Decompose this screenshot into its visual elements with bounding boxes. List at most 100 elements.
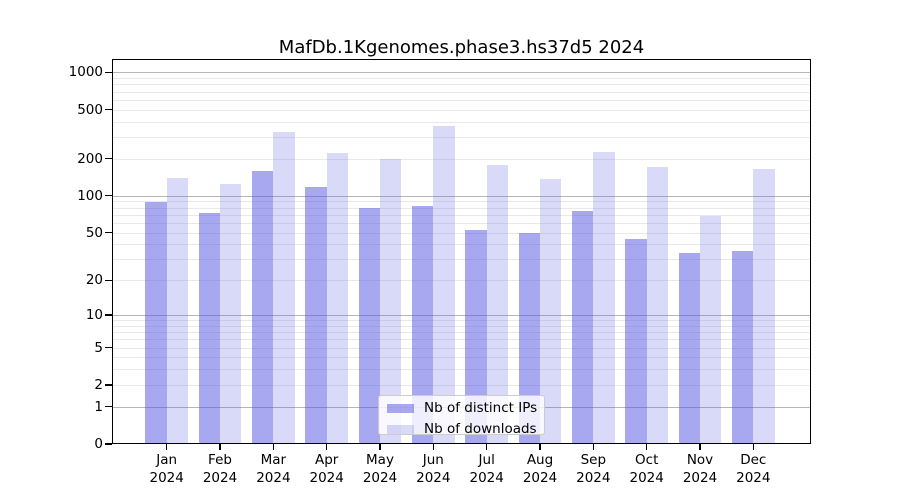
gridline-minor-30 bbox=[113, 259, 810, 261]
gridline-major-1000 bbox=[113, 72, 810, 74]
bar-downloads-apr bbox=[326, 153, 349, 444]
gridline-minor-70 bbox=[113, 214, 810, 216]
bar-downloads-jun bbox=[433, 126, 455, 444]
bar-ips-nov bbox=[678, 252, 700, 444]
x-tick-label-mar: Mar 2024 bbox=[256, 452, 291, 486]
bar-downloads-dec bbox=[753, 168, 775, 444]
bar-downloads-aug bbox=[540, 178, 562, 444]
gridline-minor-5 bbox=[113, 347, 810, 349]
x-tick-feb bbox=[219, 444, 221, 450]
x-tick-oct bbox=[646, 444, 648, 450]
y-tick-label-200: 200 bbox=[77, 150, 103, 167]
bar-ips-jul bbox=[465, 229, 487, 444]
y-tick-label-5: 5 bbox=[94, 339, 103, 356]
plot-area bbox=[113, 60, 810, 444]
y-tick-label-100: 100 bbox=[77, 187, 103, 204]
gridline-minor-3 bbox=[113, 369, 810, 371]
y-tick-label-50: 50 bbox=[85, 224, 103, 241]
gridline-minor-300 bbox=[113, 137, 810, 138]
y-tick-100 bbox=[105, 195, 112, 197]
gridline-minor-600 bbox=[113, 99, 810, 101]
bar-ips-jun bbox=[411, 206, 434, 444]
y-tick-label-10: 10 bbox=[85, 307, 103, 323]
gridline-minor-400 bbox=[113, 121, 810, 123]
x-tick-label-feb: Feb 2024 bbox=[202, 452, 238, 486]
bar-downloads-sep bbox=[593, 152, 615, 444]
x-tick-jun bbox=[432, 444, 434, 450]
gridline-minor-9 bbox=[113, 320, 810, 322]
legend-swatch-downloads bbox=[387, 424, 414, 434]
gridline-major-10 bbox=[113, 315, 810, 316]
gridline-minor-8 bbox=[113, 325, 810, 327]
y-tick-200 bbox=[105, 158, 112, 160]
legend-label-distinct-ips: Nb of distinct IPs bbox=[424, 399, 538, 416]
x-tick-label-dec: Dec 2024 bbox=[736, 452, 771, 486]
gridline-minor-60 bbox=[113, 222, 810, 224]
bar-downloads-jul bbox=[486, 165, 509, 444]
bar-ips-may bbox=[358, 207, 380, 444]
y-tick-1 bbox=[105, 406, 112, 408]
y-tick-500 bbox=[105, 108, 112, 111]
bar-downloads-oct bbox=[646, 167, 669, 444]
x-tick-label-oct: Oct 2024 bbox=[629, 452, 664, 486]
gridline-minor-20 bbox=[113, 280, 810, 282]
bar-downloads-mar bbox=[273, 131, 295, 444]
gridline-minor-40 bbox=[113, 244, 810, 246]
x-tick-label-aug: Aug 2024 bbox=[522, 452, 558, 486]
legend: Nb of distinct IPs Nb of downloads bbox=[378, 395, 545, 437]
bar-ips-sep bbox=[571, 211, 594, 444]
gridline-minor-900 bbox=[113, 78, 810, 80]
legend-item-downloads: Nb of downloads bbox=[387, 421, 544, 437]
gridline-minor-800 bbox=[113, 84, 810, 86]
x-tick-jan bbox=[166, 444, 168, 450]
gridline-minor-7 bbox=[113, 332, 810, 334]
legend-swatch-distinct-ips bbox=[387, 403, 414, 413]
y-tick-label-20: 20 bbox=[85, 272, 103, 289]
bar-downloads-nov bbox=[700, 215, 722, 444]
y-tick-label-1000: 1000 bbox=[68, 64, 103, 81]
x-tick-label-jan: Jan 2024 bbox=[149, 452, 184, 486]
y-tick-50 bbox=[105, 231, 112, 234]
gridline-minor-80 bbox=[113, 207, 810, 209]
x-tick-apr bbox=[326, 444, 328, 450]
bar-downloads-jan bbox=[166, 177, 189, 444]
x-tick-label-nov: Nov 2024 bbox=[682, 452, 718, 486]
gridline-minor-90 bbox=[113, 201, 810, 203]
gridline-minor-500 bbox=[113, 109, 810, 111]
gridline-minor-4 bbox=[113, 357, 810, 359]
bar-ips-aug bbox=[518, 232, 540, 444]
bar-ips-dec bbox=[731, 251, 754, 444]
bar-ips-jan bbox=[145, 202, 167, 444]
x-tick-dec bbox=[752, 444, 754, 450]
y-tick-1000 bbox=[105, 71, 112, 74]
y-tick-label-1: 1 bbox=[94, 398, 103, 415]
x-tick-aug bbox=[539, 444, 541, 450]
x-tick-label-jun: Jun 2024 bbox=[416, 452, 451, 486]
y-tick-10 bbox=[105, 314, 112, 316]
y-tick-5 bbox=[105, 346, 112, 349]
x-tick-label-jul: Jul 2024 bbox=[469, 452, 504, 486]
y-tick-label-500: 500 bbox=[77, 101, 103, 118]
x-tick-may bbox=[379, 444, 381, 450]
x-tick-nov bbox=[699, 444, 701, 450]
y-tick-0 bbox=[105, 443, 112, 445]
x-tick-sep bbox=[592, 444, 594, 450]
gridline-minor-6 bbox=[113, 339, 810, 341]
y-tick-label-2: 2 bbox=[94, 376, 103, 393]
gridline-minor-700 bbox=[113, 91, 810, 93]
bar-downloads-may bbox=[380, 158, 402, 444]
bar-ips-feb bbox=[198, 212, 220, 444]
bar-downloads-feb bbox=[220, 183, 242, 444]
y-tick-label-0: 0 bbox=[94, 436, 103, 452]
x-tick-label-may: May 2024 bbox=[362, 452, 398, 486]
x-tick-label-apr: Apr 2024 bbox=[309, 452, 344, 486]
y-tick-2 bbox=[105, 384, 112, 386]
bar-ips-apr bbox=[305, 187, 327, 444]
legend-item-distinct-ips: Nb of distinct IPs bbox=[387, 400, 544, 416]
x-tick-mar bbox=[272, 444, 275, 450]
legend-label-downloads: Nb of downloads bbox=[424, 420, 537, 437]
gridline-minor-50 bbox=[113, 232, 810, 234]
bar-ips-oct bbox=[625, 239, 647, 444]
x-tick-jul bbox=[486, 444, 488, 450]
